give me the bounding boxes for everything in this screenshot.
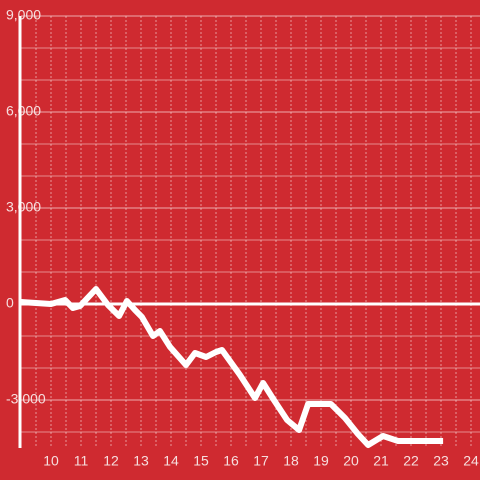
- x-tick-label: 16: [223, 453, 239, 469]
- data-line: [20, 285, 444, 448]
- x-tick-label: 11: [74, 453, 89, 469]
- x-tick-label: 23: [433, 453, 449, 469]
- x-tick-label: 15: [193, 453, 209, 469]
- x-tick-label: 13: [133, 453, 149, 469]
- y-tick-label: -3,000: [6, 391, 46, 407]
- x-tick-label: 17: [253, 453, 269, 469]
- x-tick-label: 18: [283, 453, 299, 469]
- y-tick-label: 3,000: [6, 199, 41, 215]
- x-tick-label: 10: [43, 453, 59, 469]
- y-tick-label: 9,000: [6, 7, 41, 23]
- y-tick-label: 6,000: [6, 103, 41, 119]
- x-tick-label: 20: [343, 453, 359, 469]
- x-tick-label: 12: [103, 453, 119, 469]
- x-tick-label: 14: [163, 453, 179, 469]
- x-tick-label: 21: [373, 453, 389, 469]
- x-tick-label: 24: [463, 453, 479, 469]
- y-tick-label: 0: [6, 295, 14, 311]
- x-tick-label: 22: [403, 453, 419, 469]
- x-tick-label: 19: [313, 453, 329, 469]
